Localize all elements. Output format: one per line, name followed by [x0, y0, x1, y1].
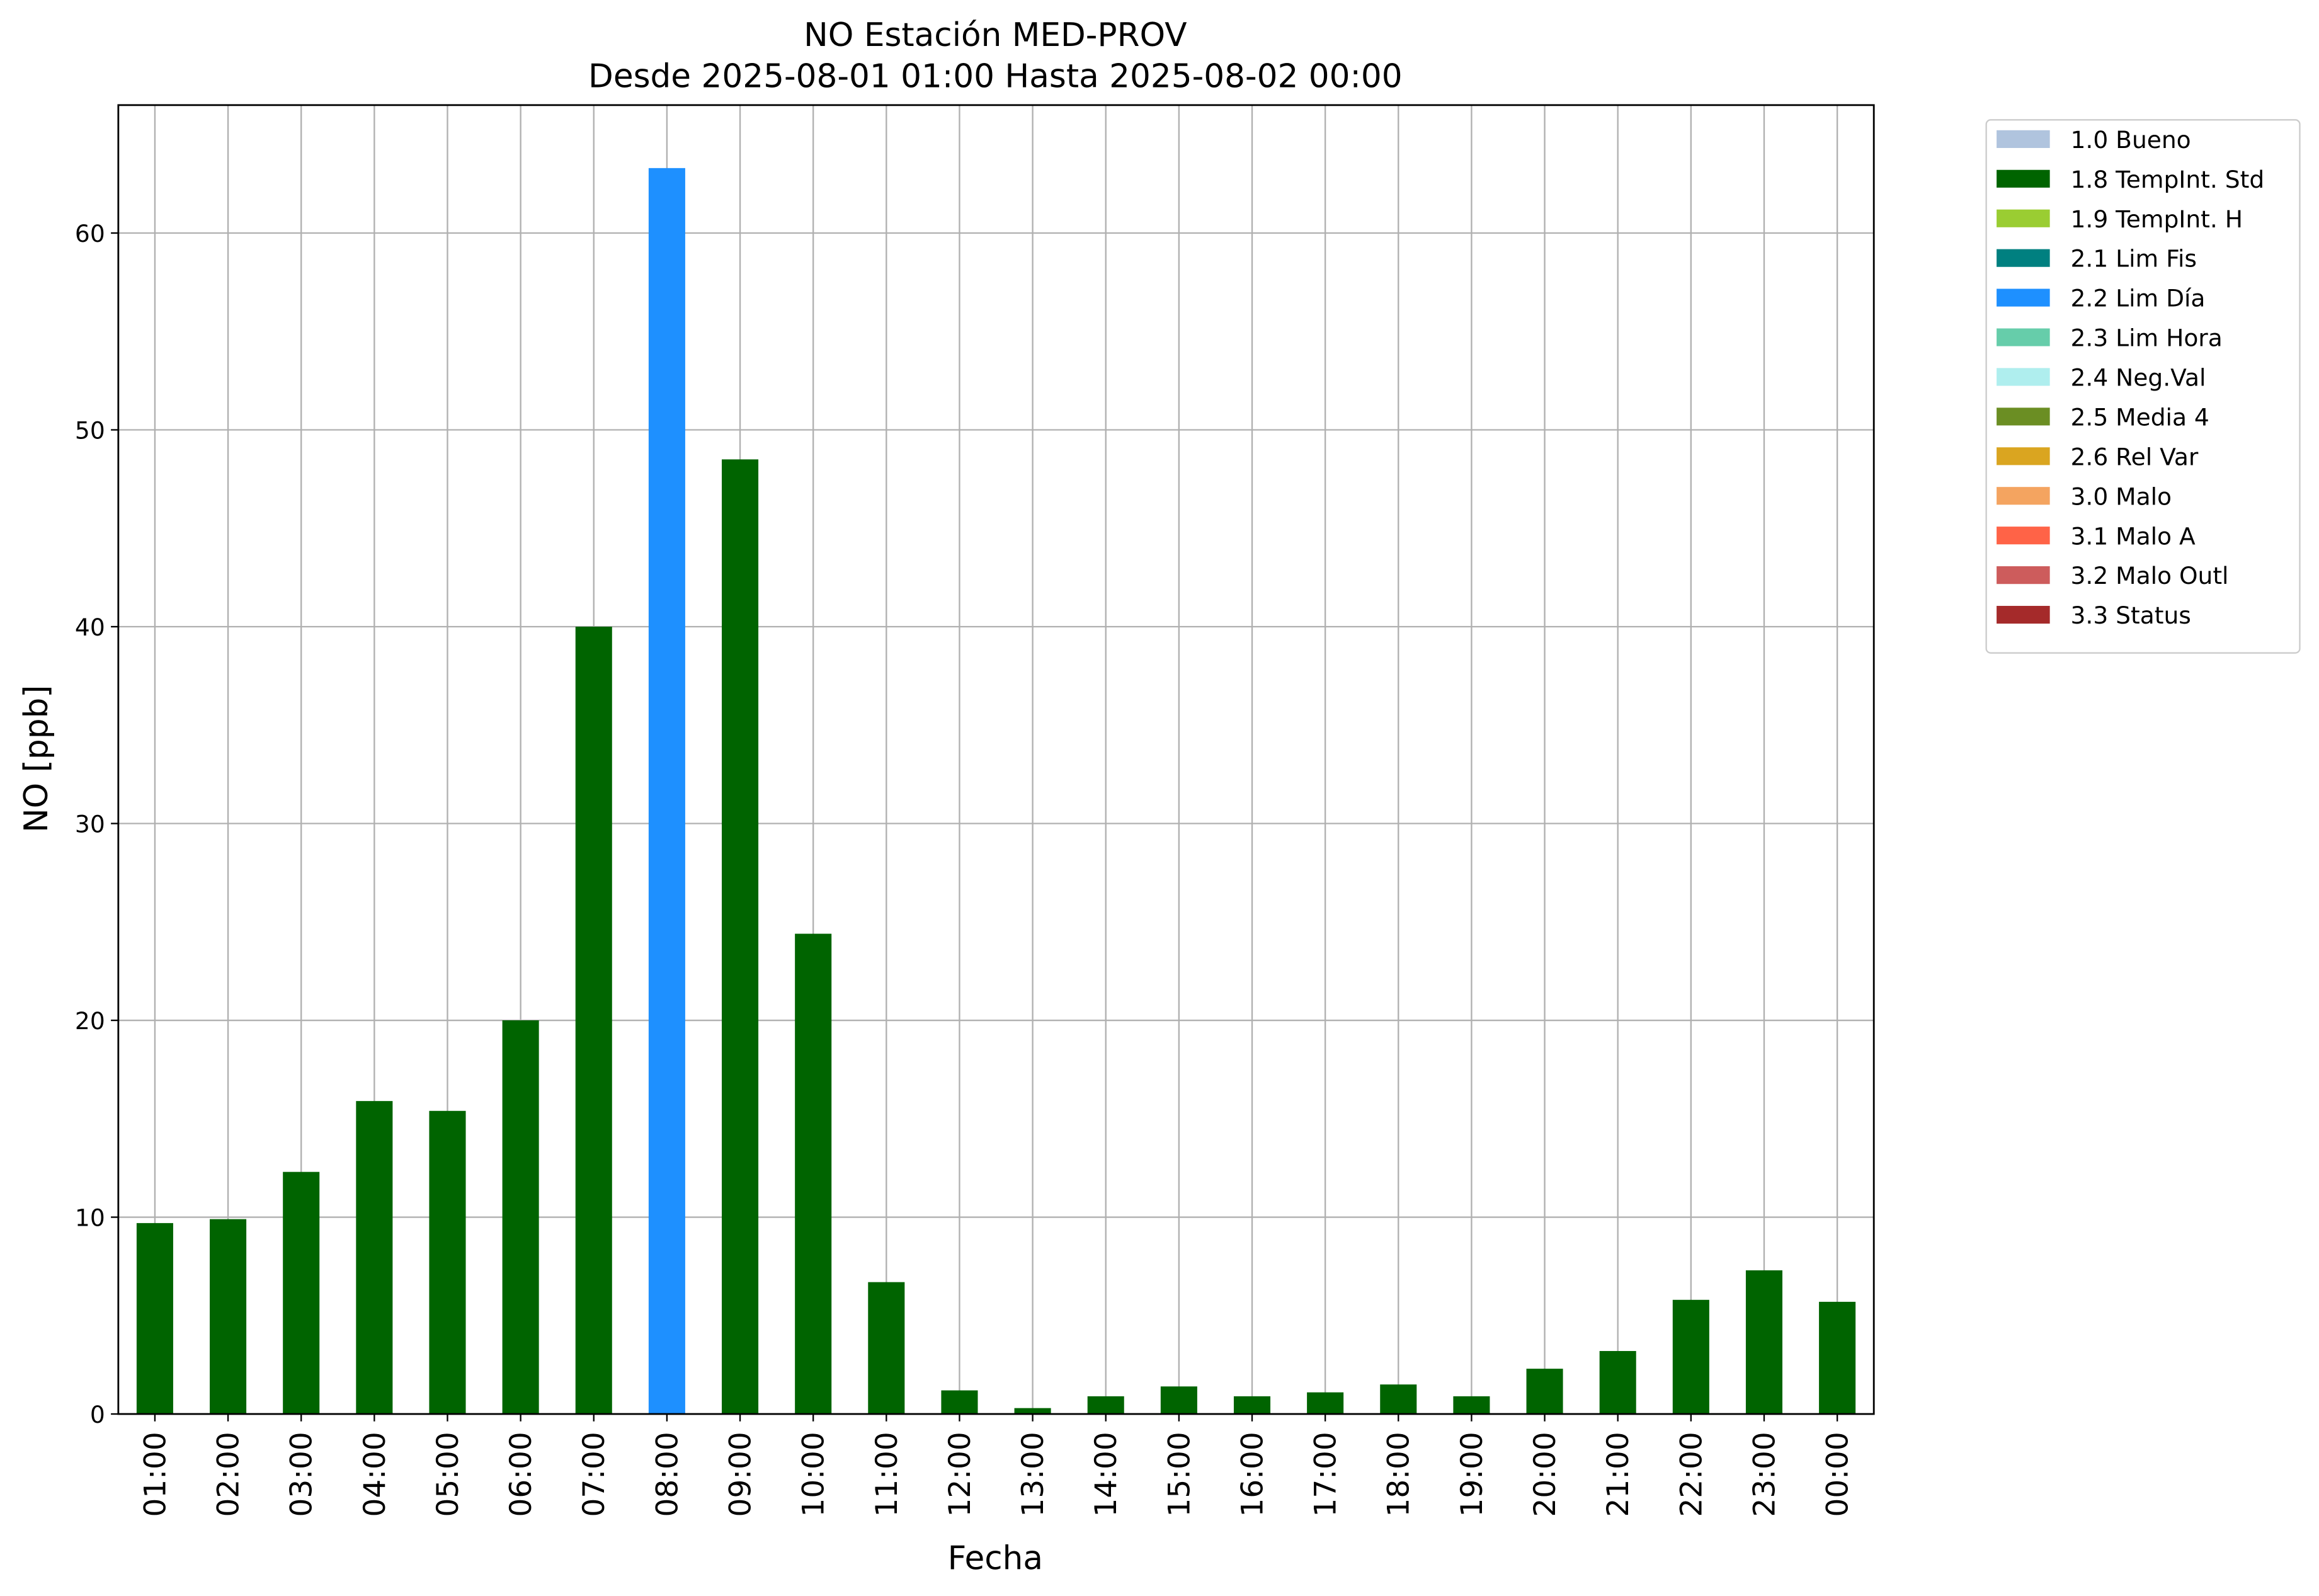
chart-title: NO Estación MED-PROV: [804, 16, 1187, 54]
x-tick-label: 10:00: [797, 1432, 831, 1517]
bar: [1672, 1299, 1709, 1415]
bar: [1160, 1386, 1197, 1415]
legend-swatch: [1997, 408, 2050, 426]
x-tick-label: 02:00: [212, 1432, 246, 1517]
y-tick-label: 40: [75, 613, 105, 641]
legend-label: 2.4 Neg.Val: [2071, 364, 2206, 392]
legend-swatch: [1997, 209, 2050, 227]
bar: [1233, 1396, 1271, 1415]
legend-label: 2.5 Media 4: [2071, 403, 2209, 431]
bar: [210, 1219, 247, 1415]
bar: [283, 1171, 320, 1415]
x-tick-label: 09:00: [723, 1432, 758, 1517]
bar: [795, 933, 832, 1415]
bar: [1745, 1270, 1783, 1415]
bar: [502, 1020, 539, 1415]
x-axis-label: Fecha: [948, 1540, 1043, 1578]
x-tick-label: 11:00: [870, 1432, 904, 1517]
legend-label: 3.2 Malo Outl: [2071, 562, 2229, 590]
bar: [868, 1282, 905, 1415]
legend-label: 2.1 Lim Fis: [2071, 245, 2197, 273]
x-tick-label: 06:00: [504, 1432, 538, 1517]
legend-swatch: [1997, 447, 2050, 465]
chart-subtitle: Desde 2025-08-01 01:00 Hasta 2025-08-02 …: [588, 58, 1403, 96]
y-axis-label: NO [ppb]: [18, 685, 55, 833]
bar: [1453, 1396, 1490, 1415]
x-tick-label: 21:00: [1601, 1432, 1636, 1517]
legend-label: 1.9 TempInt. H: [2071, 205, 2243, 233]
x-tick-label: 04:00: [358, 1432, 392, 1517]
legend-label: 3.0 Malo: [2071, 482, 2172, 510]
bar: [136, 1223, 173, 1415]
bar: [575, 627, 612, 1415]
x-tick-label: 03:00: [285, 1432, 319, 1517]
bar: [1307, 1392, 1344, 1415]
x-tick-label: 07:00: [577, 1432, 612, 1517]
bar: [941, 1390, 978, 1415]
bar: [429, 1110, 466, 1415]
legend-swatch: [1997, 130, 2050, 148]
y-tick-label: 0: [90, 1401, 105, 1428]
x-tick-label: 08:00: [650, 1432, 685, 1517]
y-tick-label: 10: [75, 1204, 105, 1232]
x-tick-label: 14:00: [1089, 1432, 1124, 1517]
legend-swatch: [1997, 566, 2050, 584]
legend-label: 1.8 TempInt. Std: [2071, 166, 2265, 193]
x-tick-label: 18:00: [1382, 1432, 1416, 1517]
legend-label: 2.2 Lim Día: [2071, 285, 2206, 312]
legend-swatch: [1997, 368, 2050, 386]
x-tick-label: 05:00: [431, 1432, 465, 1517]
bar: [1087, 1396, 1124, 1415]
y-tick-label: 20: [75, 1007, 105, 1035]
legend-swatch: [1997, 605, 2050, 624]
legend-label: 2.6 Rel Var: [2071, 443, 2199, 470]
y-tick-label: 60: [75, 220, 105, 248]
x-tick-label: 12:00: [943, 1432, 977, 1517]
bar: [1014, 1408, 1051, 1415]
x-tick-label: 16:00: [1235, 1432, 1270, 1517]
x-tick-label: 15:00: [1162, 1432, 1197, 1517]
legend-swatch: [1997, 328, 2050, 346]
x-tick-label: 17:00: [1309, 1432, 1343, 1517]
x-tick-label: 19:00: [1455, 1432, 1490, 1517]
legend-label: 3.3 Status: [2071, 601, 2191, 629]
bar: [1526, 1369, 1563, 1415]
x-tick-label: 22:00: [1674, 1432, 1709, 1517]
legend-swatch: [1997, 169, 2050, 188]
plot-frame: [117, 104, 1875, 1415]
y-tick-label: 30: [75, 811, 105, 838]
bar: [1819, 1301, 1856, 1415]
legend-label: 2.3 Lim Hora: [2071, 324, 2223, 352]
legend-swatch: [1997, 249, 2050, 267]
bar: [722, 459, 759, 1415]
legend-box: [1985, 119, 2301, 654]
legend-label: 3.1 Malo A: [2071, 522, 2196, 550]
bar: [1599, 1351, 1636, 1415]
bar: [648, 168, 685, 1415]
legend-swatch: [1997, 487, 2050, 505]
x-tick-label: 20:00: [1528, 1432, 1563, 1517]
x-tick-label: 23:00: [1747, 1432, 1782, 1517]
bar: [356, 1101, 393, 1415]
y-tick-label: 50: [75, 417, 105, 445]
legend-label: 1.0 Bueno: [2071, 126, 2191, 154]
x-tick-label: 13:00: [1016, 1432, 1051, 1517]
legend-swatch: [1997, 527, 2050, 545]
bar: [1380, 1384, 1417, 1415]
legend-swatch: [1997, 288, 2050, 307]
x-tick-label: 01:00: [138, 1432, 173, 1517]
x-tick-label: 00:00: [1821, 1432, 1855, 1517]
